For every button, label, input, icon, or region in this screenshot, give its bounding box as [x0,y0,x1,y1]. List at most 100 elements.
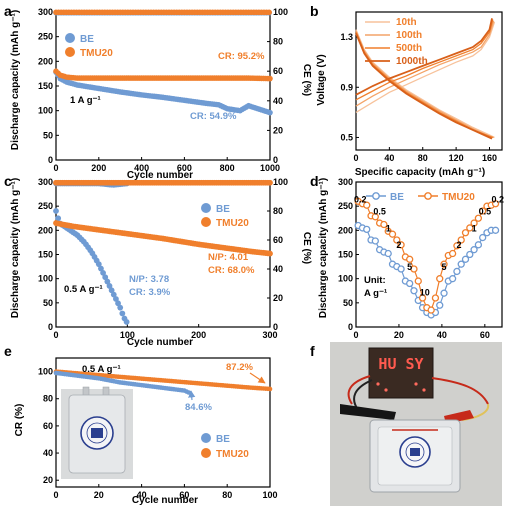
voltage-curve-1000th-charge [355,18,493,96]
legend-tmu20-swatch [65,47,75,57]
y2-tick-label: 0 [273,155,278,165]
rate-point-tmu20 [440,260,448,268]
rate-point-be [448,275,457,283]
y-tick-label: 60 [43,421,53,431]
seal-emblem [410,448,420,456]
panel-b-ylabel: Voltage (V) [316,54,327,105]
panel-d-ylabel: Discharge capacity (mAh g⁻¹) [318,178,329,318]
legend-tmu20-label: TMU20 [442,192,475,203]
voltage-curve-100th-discharge [355,30,494,139]
y2-tick-label: 60 [273,235,283,245]
rate-point-be [397,265,405,273]
y-tick-label: 0.5 [340,132,353,142]
legend-100th-label: 100th [396,30,422,41]
panel-b-chart: Voltage (V) Specific capacity (mAh g⁻¹) … [316,11,503,178]
y2-tick-label: 100 [273,177,288,187]
legend-tmu20-label: TMU20 [216,218,249,229]
panel-c-marks [53,179,273,325]
voltage-curve-500th-charge [355,19,494,101]
rate-point-tmu20 [363,201,371,209]
panel-c-y2label: CE (%) [301,232,312,264]
x-tick-label: 120 [449,153,464,163]
panel-e-cr-tmu: 87.2% [226,362,253,373]
data-point-be [267,109,273,116]
rate-label: 0.2 [354,194,367,204]
rate-point-tmu20 [448,249,457,258]
y2-tick-label: 0 [273,322,278,332]
y-tick-label: 50 [43,130,53,140]
data-point-be [117,304,124,311]
rate-label: 1 [386,223,391,233]
panel-e-arrow-tmu [249,372,266,384]
x-tick-label: 800 [220,163,235,173]
y-tick-label: 200 [38,56,53,66]
black-alligator-clip [340,404,396,420]
rate-label: 2 [457,240,462,250]
panel-c-np-tmu: N/P: 4.01 [208,252,249,263]
rate-point-tmu20 [371,213,379,221]
data-point-be [113,296,119,302]
seal-inner-ring [405,442,425,462]
rate-point-be [384,249,392,258]
legend-tmu20-swatch [424,192,432,200]
y-tick-label: 100 [38,367,53,377]
panel-e-frame [55,357,271,488]
led-dot [384,388,388,392]
data-point-be [115,300,121,307]
y2-tick-label: 100 [273,7,288,17]
panel-c-legend: BE TMU20 [201,203,249,229]
rate-label: 10 [420,288,430,298]
panel-e-xlabel: Cycle number [132,495,198,506]
rate-label: 5 [407,262,412,272]
rate-point-be [470,246,478,254]
panel-d-ticks: 0 20 40 60 0 50 100 150 200 250 300 [338,177,503,340]
data-point-tmu20 [267,250,273,257]
panel-e-arrow-be [188,390,196,401]
panel-d-unit-value: A g⁻¹ [364,288,387,299]
data-point-tmu20 [267,75,273,82]
x-tick-label: 300 [262,330,277,340]
x-tick-label: 0 [53,330,58,340]
legend-500th-label: 500th [396,43,422,54]
data-point-be [123,319,130,325]
y-tick-label: 0 [48,322,53,332]
y2-tick-label: 20 [273,293,283,303]
rate-label: 2 [396,240,401,250]
panel-c-ylabel: Discharge capacity (mAh g⁻¹) [10,178,21,318]
rate-point-tmu20 [393,236,401,244]
panel-d-unit-label: Unit: [364,275,386,286]
rate-point-tmu20 [388,230,397,238]
panel-b-xlabel: Specific capacity (mAh g⁻¹) [355,167,485,178]
panel-a-rate: 1 A g⁻¹ [70,95,101,106]
rate-point-tmu20 [406,255,414,263]
voltage-curve-1000th-discharge [355,32,493,140]
led-board [368,347,434,399]
rate-point-be [406,279,414,288]
y2-tick-label: 60 [273,66,283,76]
x-tick-label: 40 [137,490,147,500]
panel-a-legend: BE TMU20 [65,33,113,59]
y-tick-label: 0 [348,322,353,332]
panel-f-photo: HU SY [330,342,502,506]
rate-point-tmu20 [380,220,388,229]
led-display-text: HU SY [378,355,423,373]
data-point-be [53,208,59,214]
rate-point-tmu20 [457,236,465,244]
rate-point-be [479,233,487,242]
rate-point-be [491,226,500,234]
legend-be-label: BE [390,192,404,203]
panel-b-ticks: 0 40 80 120 160 0.5 0.9 1.3 [340,11,503,163]
x-tick-label: 80 [222,490,232,500]
legend-10th-label: 10th [396,17,417,28]
rate-label: 0.2 [491,194,504,204]
legend-be-label: BE [80,34,94,45]
y-tick-label: 100 [38,106,53,116]
rate-point-tmu20 [453,242,461,250]
data-point-be [110,291,117,298]
rate-point-be [410,287,418,295]
battery-photo-inset [61,386,133,479]
panel-d-chart: Discharge capacity (mAh g⁻¹) 0 20 40 60 0 50 1… [318,177,504,340]
y2-tick-label: 40 [273,264,283,274]
